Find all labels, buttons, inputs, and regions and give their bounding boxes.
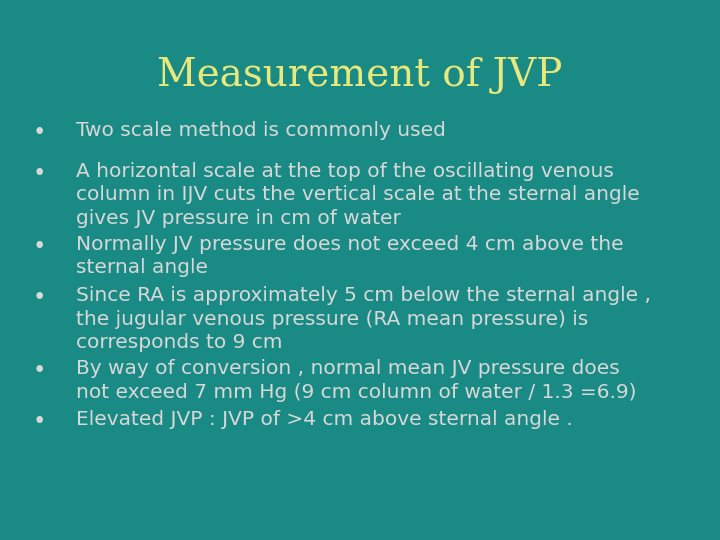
- Text: Measurement of JVP: Measurement of JVP: [157, 57, 563, 94]
- Text: •: •: [33, 410, 46, 434]
- Text: Two scale method is commonly used: Two scale method is commonly used: [76, 122, 446, 140]
- Text: •: •: [33, 235, 46, 258]
- Text: By way of conversion , normal mean JV pressure does
not exceed 7 mm Hg (9 cm col: By way of conversion , normal mean JV pr…: [76, 359, 636, 402]
- Text: •: •: [33, 122, 46, 145]
- Text: Elevated JVP : JVP of >4 cm above sternal angle .: Elevated JVP : JVP of >4 cm above sterna…: [76, 410, 572, 429]
- Text: •: •: [33, 286, 46, 309]
- Text: A horizontal scale at the top of the oscillating venous
column in IJV cuts the v: A horizontal scale at the top of the osc…: [76, 162, 639, 228]
- Text: Since RA is approximately 5 cm below the sternal angle ,
the jugular venous pres: Since RA is approximately 5 cm below the…: [76, 286, 651, 352]
- Text: •: •: [33, 359, 46, 382]
- Text: Normally JV pressure does not exceed 4 cm above the
sternal angle: Normally JV pressure does not exceed 4 c…: [76, 235, 624, 278]
- Text: •: •: [33, 162, 46, 185]
